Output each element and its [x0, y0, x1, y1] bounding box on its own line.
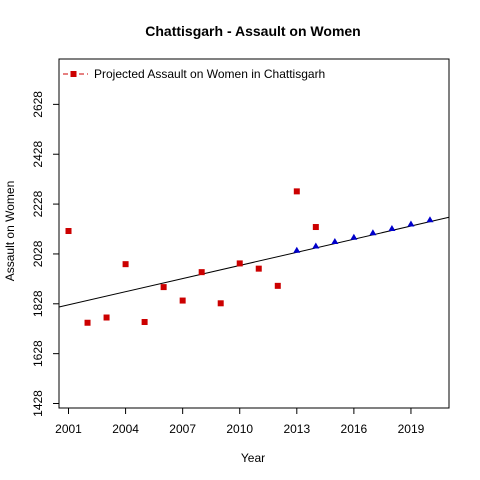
data-point-square [275, 283, 281, 289]
legend: Projected Assault on Women in Chattisgar… [63, 67, 325, 81]
y-tick-label: 1428 [31, 390, 45, 417]
legend-marker-square [71, 71, 77, 77]
data-point-square [256, 266, 262, 272]
data-point-triangle [407, 221, 414, 227]
data-point-square [161, 284, 167, 290]
y-tick-label: 2028 [31, 240, 45, 267]
chart-title: Chattisgarh - Assault on Women [145, 23, 360, 39]
axes-ticks: 2001 2004 2007 2010 2013 2016 2019 1428 1628 1828… [31, 91, 425, 436]
y-tick-label: 1628 [31, 340, 45, 367]
y-tick-label: 2228 [31, 190, 45, 217]
x-tick-label: 2001 [55, 422, 82, 436]
data-point-square [66, 228, 72, 234]
data-point-square [85, 320, 91, 326]
plot-frame [59, 59, 449, 408]
y-tick-label: 2428 [31, 141, 45, 168]
y-tick-label: 1828 [31, 290, 45, 317]
y-axis-label: Assault on Women [3, 181, 17, 282]
data-point-square [313, 224, 319, 230]
data-point-triangle [312, 242, 319, 248]
legend-label: Projected Assault on Women in Chattisgar… [94, 67, 325, 81]
x-axis-label: Year [241, 451, 265, 465]
data-point-triangle [331, 238, 338, 244]
data-points [66, 188, 434, 325]
data-point-triangle [388, 225, 395, 231]
y-tick-label: 2628 [31, 91, 45, 118]
x-tick-label: 2007 [169, 422, 196, 436]
data-point-triangle [293, 247, 300, 253]
data-point-triangle [350, 234, 357, 240]
data-point-square [142, 319, 148, 325]
data-point-square [123, 261, 129, 267]
data-point-square [294, 188, 300, 194]
x-tick-label: 2004 [112, 422, 139, 436]
data-point-triangle [426, 216, 433, 222]
data-point-square [180, 298, 186, 304]
x-tick-label: 2016 [341, 422, 368, 436]
x-tick-label: 2019 [398, 422, 425, 436]
x-tick-label: 2013 [283, 422, 310, 436]
data-point-square [237, 260, 243, 266]
data-point-square [218, 300, 224, 306]
x-tick-label: 2010 [226, 422, 253, 436]
data-point-triangle [369, 229, 376, 235]
data-point-square [104, 315, 110, 321]
data-point-square [199, 269, 205, 275]
